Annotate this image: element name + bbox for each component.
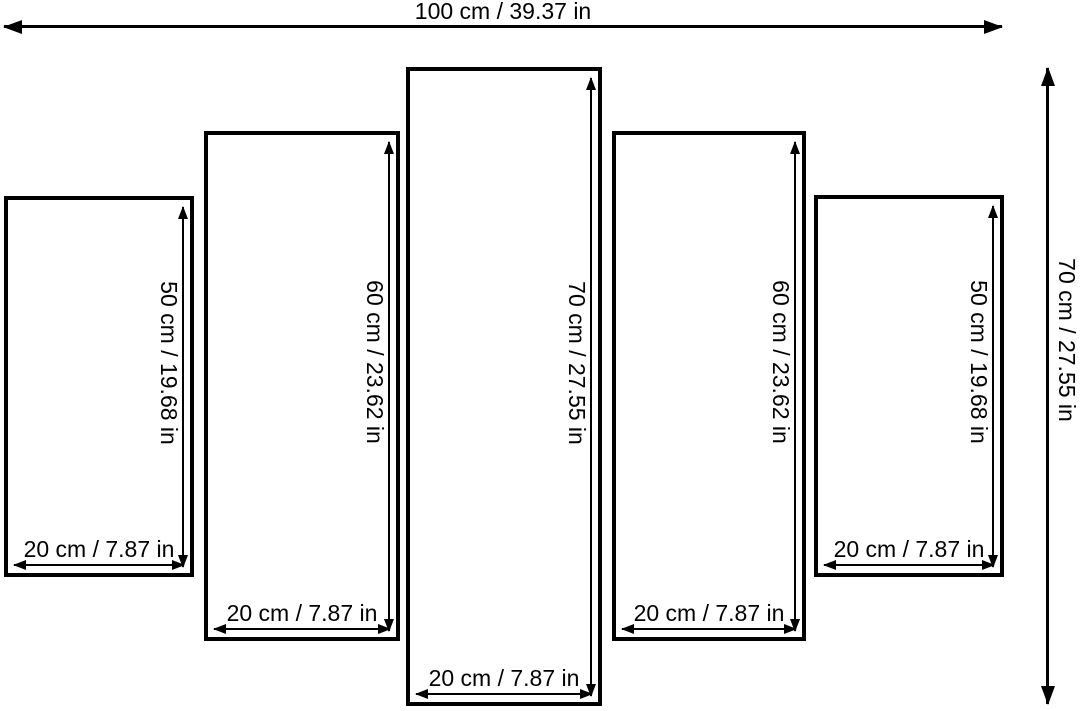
panel-4-height-arrow [794, 142, 796, 631]
panel-3-height-arrow [590, 78, 592, 696]
overall-height-label: 70 cm / 27.55 in [1054, 258, 1080, 422]
panel-3: 70 cm / 27.55 in 20 cm / 7.87 in [406, 67, 602, 706]
panel-4-height-label: 60 cm / 23.62 in [768, 280, 794, 444]
panel-1-height-label: 50 cm / 19.68 in [156, 280, 182, 445]
panel-5: 50 cm / 19.68 in 20 cm / 7.87 in [814, 195, 1004, 577]
panel-2: 60 cm / 23.62 in 20 cm / 7.87 in [204, 131, 400, 641]
panel-5-width-label: 20 cm / 7.87 in [833, 536, 985, 562]
panel-4-width-label: 20 cm / 7.87 in [633, 600, 785, 626]
overall-width-label: 100 cm / 39.37 in [414, 0, 592, 24]
panel-2-width-label: 20 cm / 7.87 in [226, 600, 378, 626]
panel-2-height-label: 60 cm / 23.62 in [362, 280, 388, 444]
panel-1-height-arrow [182, 207, 184, 567]
panel-5-height-arrow [992, 206, 994, 567]
overall-height-arrow [1046, 68, 1049, 704]
panel-4: 60 cm / 23.62 in 20 cm / 7.87 in [612, 131, 806, 641]
overall-width-arrow [4, 25, 1002, 28]
panel-5-width-arrow [824, 564, 994, 566]
panel-3-height-label: 70 cm / 27.55 in [564, 280, 590, 445]
panel-1-width-arrow [14, 564, 184, 566]
panel-1-width-label: 20 cm / 7.87 in [23, 536, 175, 562]
panel-3-width-label: 20 cm / 7.87 in [428, 665, 580, 691]
panel-2-width-arrow [214, 628, 390, 630]
panel-1: 50 cm / 19.68 in 20 cm / 7.87 in [4, 196, 194, 577]
panel-3-width-arrow [416, 693, 592, 695]
panel-2-height-arrow [388, 142, 390, 631]
panel-4-width-arrow [622, 628, 796, 630]
panel-5-height-label: 50 cm / 19.68 in [966, 280, 992, 444]
